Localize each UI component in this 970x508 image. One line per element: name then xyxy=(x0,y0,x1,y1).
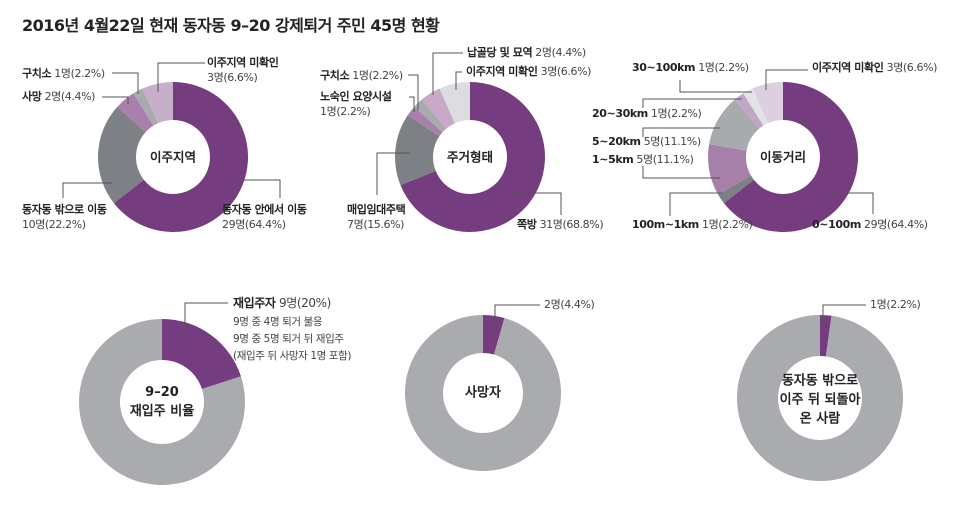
donut-slice-c3 xyxy=(723,82,859,232)
donut-slice-c2 xyxy=(421,88,455,129)
center-line: 이주 뒤 되돌아 xyxy=(779,392,861,408)
notes-c4: 9명 중 4명 퇴거 불응 9명 중 5명 퇴거 뒤 재입주 (재입주 뒤 사망… xyxy=(233,314,351,365)
page-title: 2016년 4월22일 현재 동자동 9–20 강제퇴거 주민 45명 현황 xyxy=(22,16,440,35)
donut-slice-c2 xyxy=(414,99,447,133)
label-c4-returnee: 재입주자 9명(20%) xyxy=(233,296,331,310)
label-c5: 2명(4.4%) xyxy=(544,298,595,311)
label-c2-shelter: 노숙인 요양시설 1명(2.2%) xyxy=(320,90,392,118)
label-c1-death: 사망 2명(4.4%) xyxy=(22,90,96,103)
donut-slice-c6 xyxy=(737,314,904,481)
donut-slice-c5 xyxy=(483,315,505,355)
label-c3-1-5km: 1~5km 5명(11.1%) xyxy=(592,153,694,166)
center-label-c4: 9–20 재입주 비율 xyxy=(130,383,194,421)
label-c2-cemetery: 납골당 및 묘역 2명(4.4%) xyxy=(467,46,586,59)
note: (재입주 뒤 사망자 1명 포함) xyxy=(233,350,352,362)
label-c6: 1명(2.2%) xyxy=(870,298,921,311)
leader-lines xyxy=(62,52,874,340)
donut-slice-c3 xyxy=(752,82,783,124)
donut-slice-c2 xyxy=(439,82,470,124)
label-c3-100m-1km: 100m~1km 1명(2.2%) xyxy=(632,218,753,231)
label-c1-unknown: 이주지역 미확인 3명(6.6%) xyxy=(207,56,279,84)
center-line: 9–20 xyxy=(145,385,179,400)
label-c3-unknown: 이주지역 미확인 3명(6.6%) xyxy=(812,61,938,74)
donut-slice-c3 xyxy=(718,175,754,204)
label-c2-jjokbang: 쪽방 31명(68.8%) xyxy=(517,218,604,231)
label-c3-0-100m: 0~100m 29명(64.4%) xyxy=(812,218,928,231)
donut-slice-c3 xyxy=(708,143,751,195)
donut-slice-c4 xyxy=(162,319,241,390)
donut-slice-c2 xyxy=(400,82,545,232)
donut-slice-c2 xyxy=(407,106,443,137)
donut-slice-c5 xyxy=(405,315,562,471)
label-c1-prison: 구치소 1명(2.2%) xyxy=(22,67,105,80)
donut-slice-c1 xyxy=(133,88,158,126)
note: 9명 중 4명 퇴거 불응 xyxy=(233,316,323,328)
donut-slice-c4 xyxy=(79,319,245,485)
label-c1-inside: 동자동 안에서 이동 29명(64.4%) xyxy=(222,203,307,231)
center-line: 온 사람 xyxy=(799,411,841,427)
note: 9명 중 5명 퇴거 뒤 재입주 xyxy=(233,333,344,345)
label-c1-outside: 동자동 밖으로 이동 10명(22.2%) xyxy=(22,203,107,231)
donut-slice-c3 xyxy=(743,88,768,126)
label-c2-rental: 매입임대주택 7명(15.6%) xyxy=(347,203,406,231)
label-c3-20-30km: 20~30km 1명(2.2%) xyxy=(592,107,702,120)
center-line: 동자동 밖으로 xyxy=(781,373,859,389)
donut-slice-c3 xyxy=(709,99,760,151)
donut-slice-c1 xyxy=(142,82,173,124)
center-line: 재입주 비율 xyxy=(129,404,195,419)
donut-slice-c3 xyxy=(734,93,764,129)
donut-slice-c1 xyxy=(97,106,146,204)
center-label-c2: 주거형태 xyxy=(446,149,494,165)
label-c2-prison: 구치소 1명(2.2%) xyxy=(320,69,403,82)
donut-slice-c1 xyxy=(113,82,248,232)
label-c3-30-100km: 30~100km 1명(2.2%) xyxy=(632,61,749,74)
donut-slice-c1 xyxy=(117,93,154,133)
center-label-c3: 이동거리 xyxy=(759,149,807,165)
donut-slice-c2 xyxy=(395,115,440,186)
label-c2-unknown: 이주지역 미확인 3명(6.6%) xyxy=(466,65,592,78)
center-label-c5: 사망자 xyxy=(465,385,501,401)
label-c3-5-20km: 5~20km 5명(11.1%) xyxy=(592,135,701,148)
center-label-c1: 이주지역 xyxy=(149,149,197,165)
